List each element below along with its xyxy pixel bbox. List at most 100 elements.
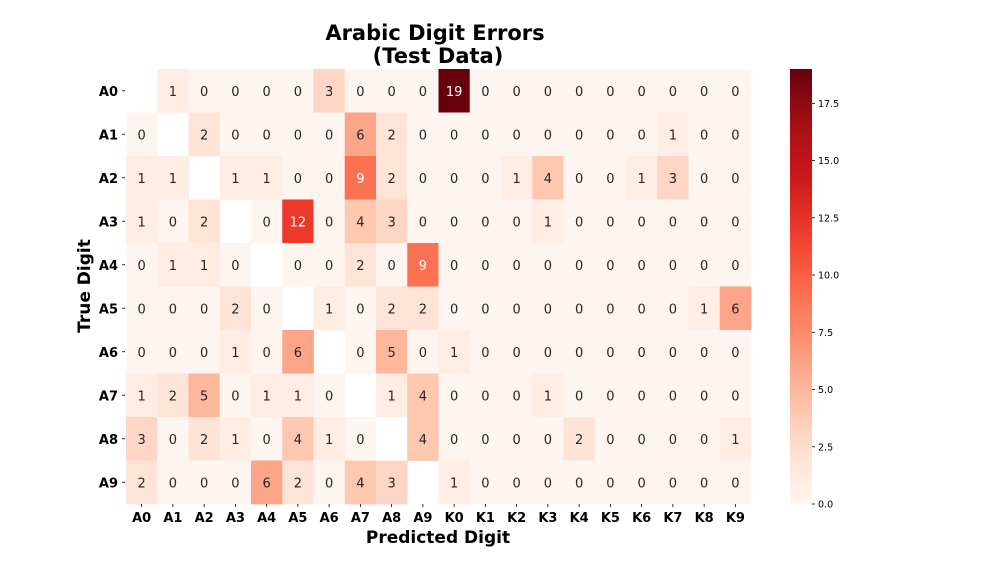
heatmap-cell-value: 0: [481, 302, 489, 317]
heatmap-cell-value: 0: [481, 215, 489, 230]
heatmap-cell: [407, 112, 439, 157]
heatmap-cell-value: 2: [200, 128, 208, 143]
colorbar-tick-label: 7.5: [818, 328, 833, 339]
heatmap-cell-value: 0: [606, 172, 614, 187]
heatmap-cell: [188, 69, 221, 113]
x-tick-label: K1: [476, 511, 495, 526]
heatmap-cell: [657, 199, 689, 244]
heatmap-cell-value: 0: [481, 346, 489, 361]
heatmap-cell-value: 0: [731, 172, 739, 187]
heatmap-cell-value: 2: [419, 302, 427, 317]
heatmap-cell: [657, 330, 689, 374]
heatmap-cell-value: 0: [419, 128, 427, 143]
heatmap-cell: [657, 417, 689, 461]
heatmap-cell: [282, 69, 314, 113]
heatmap-cell: [251, 112, 283, 157]
heatmap-cell: [501, 199, 533, 244]
y-tick-label: A6: [99, 346, 118, 361]
heatmap-cell-value: 0: [419, 215, 427, 230]
x-tick-label: A6: [320, 511, 339, 526]
heatmap-cell-value: 0: [481, 85, 489, 100]
heatmap-cell: [407, 243, 439, 287]
heatmap-cell-value: 0: [387, 259, 395, 274]
heatmap-cell-value: 0: [669, 85, 677, 100]
heatmap-cell-value: 0: [575, 215, 583, 230]
heatmap-cell: [157, 243, 189, 287]
heatmap-cell-value: 0: [637, 433, 645, 448]
heatmap-cell: [657, 69, 689, 113]
heatmap-cell: [282, 199, 314, 244]
heatmap-cell: [313, 199, 346, 244]
heatmap-cell: [594, 417, 627, 461]
heatmap-cell: [719, 417, 752, 461]
heatmap-cell-value: 0: [544, 259, 552, 274]
heatmap-cell: [376, 373, 408, 418]
heatmap-cell: [563, 460, 596, 505]
heatmap-cell: [376, 112, 408, 157]
heatmap-cell-value: 0: [575, 259, 583, 274]
heatmap-cell-labels: 1 0 0 0 0 3 0 0 0 1 9 0 0 0 0 0 0 0 0 0 0 2 0 0 0 0 6 2 0 0 0 0 0 0 0 0 1 0 0 1…: [137, 85, 739, 492]
heatmap-cell: [438, 69, 471, 113]
heatmap-cell-value: 5: [387, 346, 395, 361]
heatmap-cell-value: 1: [544, 389, 552, 404]
heatmap-cell-value: 0: [606, 128, 614, 143]
heatmap-cell-value: 0: [450, 259, 458, 274]
heatmap-cell-value: 3: [387, 215, 395, 230]
heatmap-cell-value: 0: [731, 128, 739, 143]
x-tick-label: A2: [195, 511, 214, 526]
heatmap-cell-value: 0: [512, 476, 520, 491]
heatmap-cell-value: 1: [450, 476, 458, 491]
heatmap-cell-value: 0: [325, 476, 333, 491]
y-tick-labels: A0 A1 A2 A3 A4 A5 A6 A7 A8 A9: [99, 85, 125, 491]
heatmap-cell-value: 0: [731, 346, 739, 361]
heatmap-cell: [282, 112, 314, 157]
heatmap-cell-value: 0: [419, 85, 427, 100]
heatmap-cell-value: 1: [669, 128, 677, 143]
heatmap-cell-value: 0: [669, 433, 677, 448]
heatmap-cell-value: 0: [262, 302, 270, 317]
colorbar-tick-label: 10.0: [818, 271, 839, 282]
heatmap-cell-value: 0: [700, 259, 708, 274]
heatmap-cell: [188, 460, 221, 505]
heatmap-cell: [688, 286, 721, 331]
heatmap-cell-value: 9: [419, 259, 427, 274]
colorbar-tick-label: 12.5: [818, 213, 839, 224]
heatmap-cell-value: 5: [200, 389, 208, 404]
heatmap-cell-value: 0: [137, 128, 145, 143]
heatmap-cell: [219, 330, 252, 374]
heatmap-cell-value: 1: [200, 259, 208, 274]
heatmap-cell: [126, 112, 158, 157]
colorbar-tick-label: 15.0: [818, 156, 839, 167]
heatmap-cell-value: 0: [325, 389, 333, 404]
heatmap-cell-value: 0: [700, 215, 708, 230]
heatmap-cell-value: 1: [137, 389, 145, 404]
heatmap-cell-value: 1: [637, 172, 645, 187]
heatmap-cell: [219, 112, 252, 157]
heatmap-cell-value: 0: [169, 433, 177, 448]
heatmap-cell: [376, 330, 408, 374]
heatmap-cell-value: 0: [137, 259, 145, 274]
heatmap-cell: [251, 69, 283, 113]
heatmap-cell-value: 2: [169, 389, 177, 404]
heatmap-cell-value: 0: [700, 85, 708, 100]
heatmap-cell: [344, 156, 377, 200]
heatmap-cell-value: 3: [387, 476, 395, 491]
heatmap-cell: [501, 112, 533, 157]
heatmap-cell: [501, 156, 533, 200]
heatmap-cell: [594, 156, 627, 200]
heatmap-cell: [344, 417, 377, 461]
heatmap-cell: [563, 69, 596, 113]
heatmap-cell-value: 0: [481, 128, 489, 143]
heatmap-cell-value: 0: [575, 389, 583, 404]
heatmap-cell-value: 6: [294, 346, 302, 361]
heatmap-cell: [688, 156, 721, 200]
heatmap-cell: [251, 373, 283, 418]
heatmap-cell-value: 9: [356, 172, 364, 187]
heatmap-cell: [344, 112, 377, 157]
heatmap-cell-value: 0: [512, 215, 520, 230]
heatmap-cell: [438, 373, 471, 418]
heatmap-cell-value: 0: [356, 346, 364, 361]
heatmap-cell-value: 0: [294, 85, 302, 100]
chart-title-line-2: (Test Data): [373, 44, 504, 68]
